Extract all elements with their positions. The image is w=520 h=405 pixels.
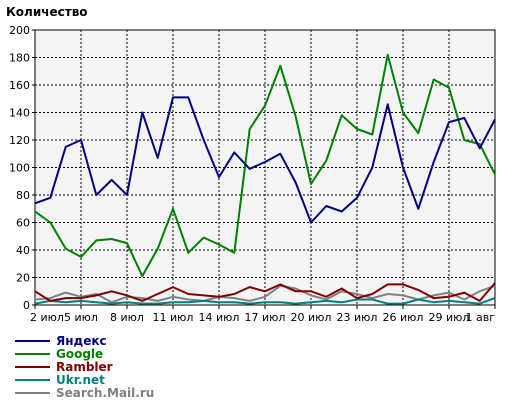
series-group bbox=[34, 53, 496, 305]
y-tick-label: 60 bbox=[16, 217, 30, 230]
series-line-1 bbox=[34, 53, 496, 278]
y-tick-label: 180 bbox=[9, 52, 30, 65]
x-tick-label: 5 июл bbox=[64, 311, 98, 324]
x-tick-label: 11 июл bbox=[153, 311, 194, 324]
legend-label: Яндекс bbox=[56, 334, 107, 348]
x-tick-label: 2 июл bbox=[30, 311, 64, 324]
y-tick-label: 140 bbox=[9, 107, 30, 120]
y-axis: 0 20 40 60 80 100 120 140 160 180 200 bbox=[9, 24, 35, 312]
y-tick-label: 160 bbox=[9, 79, 30, 92]
x-tick-label: 26 июл bbox=[383, 311, 424, 324]
x-tick-label: 1 авг bbox=[466, 311, 496, 324]
y-tick-label: 120 bbox=[9, 134, 30, 147]
legend-label: Google bbox=[56, 347, 103, 361]
legend-label: Rambler bbox=[56, 360, 113, 374]
x-tick-label: 17 июл bbox=[245, 311, 286, 324]
x-tick-label: 8 июл bbox=[110, 311, 144, 324]
legend-label: Ukr.net bbox=[56, 373, 105, 387]
y-tick-label: 200 bbox=[9, 24, 30, 37]
x-tick-label: 29 июл bbox=[429, 311, 470, 324]
series-line-0 bbox=[34, 96, 496, 224]
x-tick-label: 14 июл bbox=[199, 311, 240, 324]
y-tick-label: 20 bbox=[16, 272, 30, 285]
grid bbox=[35, 30, 495, 305]
x-tick-label: 20 июл bbox=[291, 311, 332, 324]
legend-label: Search.Mail.ru bbox=[56, 386, 154, 400]
y-tick-label: 80 bbox=[16, 189, 30, 202]
series-line-3 bbox=[34, 297, 496, 305]
y-tick-label: 100 bbox=[9, 162, 30, 175]
chart-title: Количество bbox=[6, 5, 88, 19]
series-line-2 bbox=[34, 282, 496, 302]
x-axis: 2 июл 5 июл 8 июл 11 июл 14 июл 17 июл 20 июл 2… bbox=[30, 305, 496, 324]
y-tick-label: 0 bbox=[23, 299, 30, 312]
y-tick-label: 40 bbox=[16, 244, 30, 257]
x-tick-label: 23 июл bbox=[337, 311, 378, 324]
